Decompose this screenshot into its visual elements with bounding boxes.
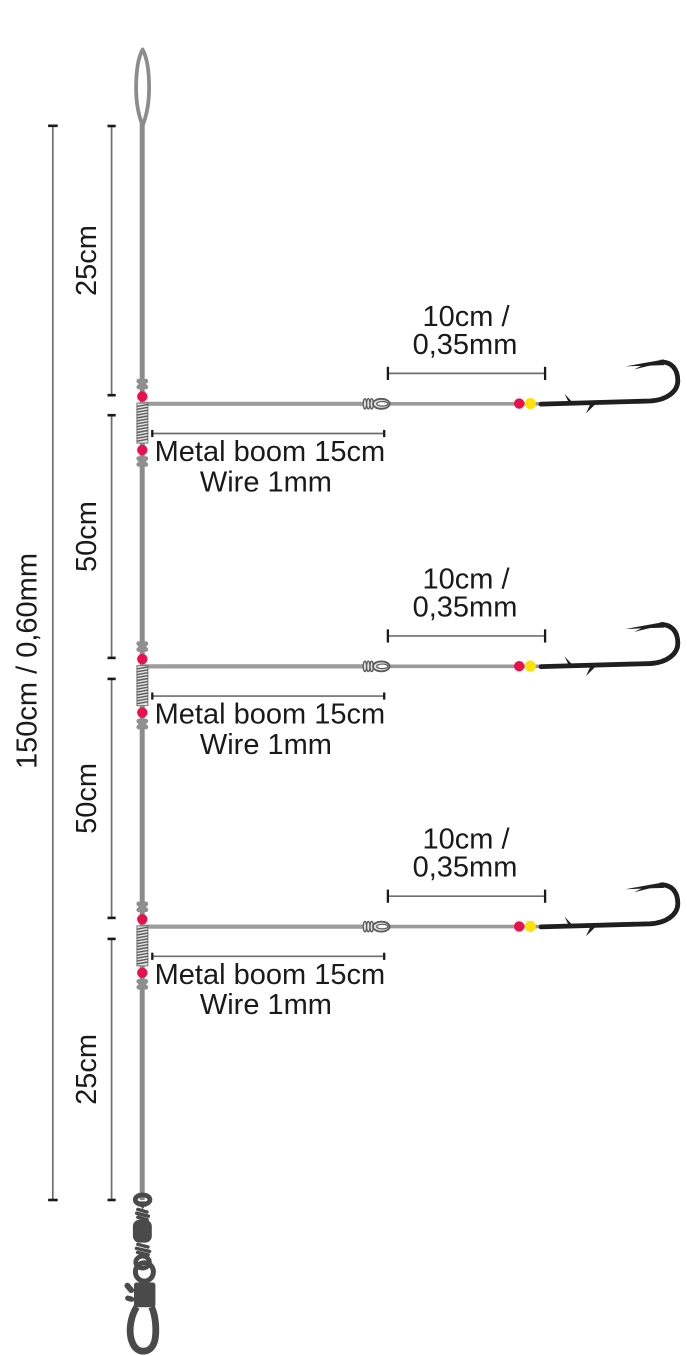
svg-text:25cm: 25cm bbox=[71, 225, 103, 296]
svg-text:Metal boom 15cm: Metal boom 15cm bbox=[155, 436, 386, 468]
svg-text:50cm: 50cm bbox=[71, 763, 103, 834]
svg-text:Metal boom 15cm: Metal boom 15cm bbox=[155, 959, 386, 991]
svg-text:Metal boom 15cm: Metal boom 15cm bbox=[155, 699, 386, 731]
svg-text:Wire 1mm: Wire 1mm bbox=[200, 729, 332, 761]
svg-text:0,35mm: 0,35mm bbox=[413, 329, 518, 361]
svg-text:0,35mm: 0,35mm bbox=[413, 591, 518, 623]
svg-text:10cm /: 10cm / bbox=[422, 824, 510, 856]
svg-text:10cm /: 10cm / bbox=[422, 563, 510, 595]
svg-text:10cm /: 10cm / bbox=[422, 301, 510, 333]
svg-text:Wire 1mm: Wire 1mm bbox=[200, 989, 332, 1021]
svg-text:50cm: 50cm bbox=[71, 501, 103, 572]
svg-text:25cm: 25cm bbox=[71, 1034, 103, 1105]
svg-text:0,35mm: 0,35mm bbox=[413, 852, 518, 884]
svg-text:150cm / 0,60mm: 150cm / 0,60mm bbox=[12, 553, 44, 769]
svg-text:Wire 1mm: Wire 1mm bbox=[200, 466, 332, 498]
